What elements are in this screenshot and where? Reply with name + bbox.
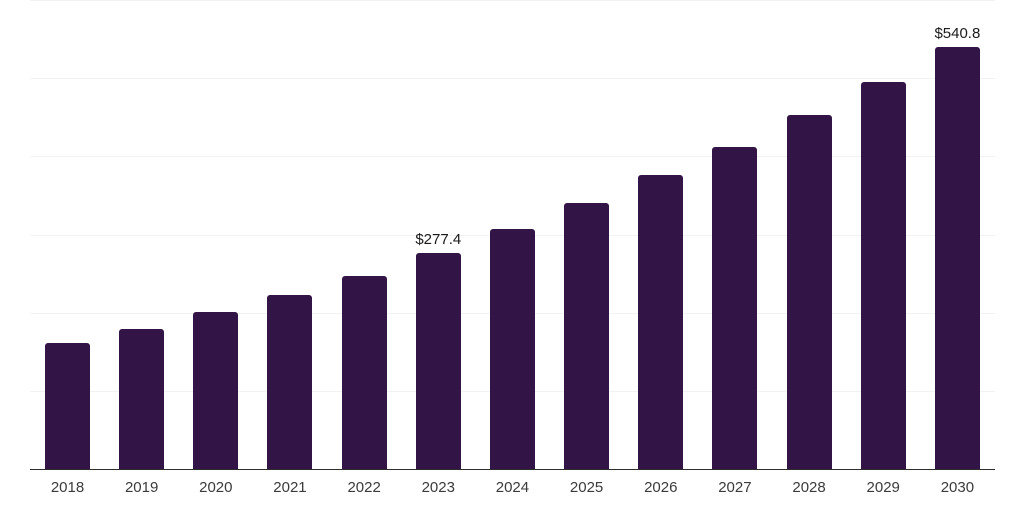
x-tick-label: 2027: [718, 479, 752, 496]
x-tick-label: 2029: [866, 479, 900, 496]
bar-2029: [860, 81, 906, 470]
gridline: [30, 156, 995, 158]
bar-2026: [638, 175, 684, 470]
bar-slot: $277.4: [415, 0, 462, 470]
bar-value-label: $540.8: [934, 25, 981, 43]
x-tick-label: 2021: [273, 479, 307, 496]
bar-2020: [193, 311, 239, 470]
x-tick-label: 2024: [495, 479, 530, 496]
bar-2023: [415, 253, 461, 470]
x-tick-label: 2030: [940, 479, 975, 496]
bar-slot: [45, 0, 90, 470]
bar-slot: [119, 0, 165, 470]
bar-slot: [860, 0, 906, 470]
bar-slot: [267, 0, 313, 470]
bar-slot: [341, 0, 387, 470]
bar-2028: [786, 114, 832, 470]
bar-slot: [193, 0, 239, 470]
bar-2018: [45, 342, 90, 470]
bar-2022: [341, 276, 387, 470]
bar-2030: [934, 47, 980, 470]
bar-slot: [489, 0, 535, 470]
gridline: [30, 0, 995, 1]
x-tick-label: 2025: [569, 479, 604, 496]
x-tick-label: 2020: [199, 479, 233, 496]
bars: $277.4 $540.8: [30, 0, 995, 470]
x-tick-label: 2028: [792, 479, 826, 496]
bar-2025: [564, 203, 610, 470]
x-tick-label: 2019: [124, 479, 159, 496]
x-axis-labels: 2018 2019 2020 2021 2022 2023 2024 2025 2026 2027…: [30, 470, 995, 512]
bar-2027: [712, 146, 758, 470]
gridline: [30, 78, 995, 80]
plot-area: $277.4 $540.8: [30, 0, 995, 470]
x-tick-label: 2026: [644, 479, 678, 496]
x-tick-label: 2022: [347, 479, 381, 496]
bar-2019: [119, 329, 165, 470]
bar-slot: [786, 0, 832, 470]
x-tick-label: 2018: [50, 479, 85, 496]
bar-2024: [489, 229, 535, 470]
bar-2021: [267, 295, 313, 470]
bar-slot: [564, 0, 610, 470]
bar-slot: $540.8: [934, 0, 981, 470]
bar-slot: [712, 0, 758, 470]
bar-slot: [638, 0, 684, 470]
x-tick-label: 2023: [421, 479, 455, 496]
bar-value-label: $277.4: [415, 231, 462, 249]
x-axis: [30, 468, 995, 470]
